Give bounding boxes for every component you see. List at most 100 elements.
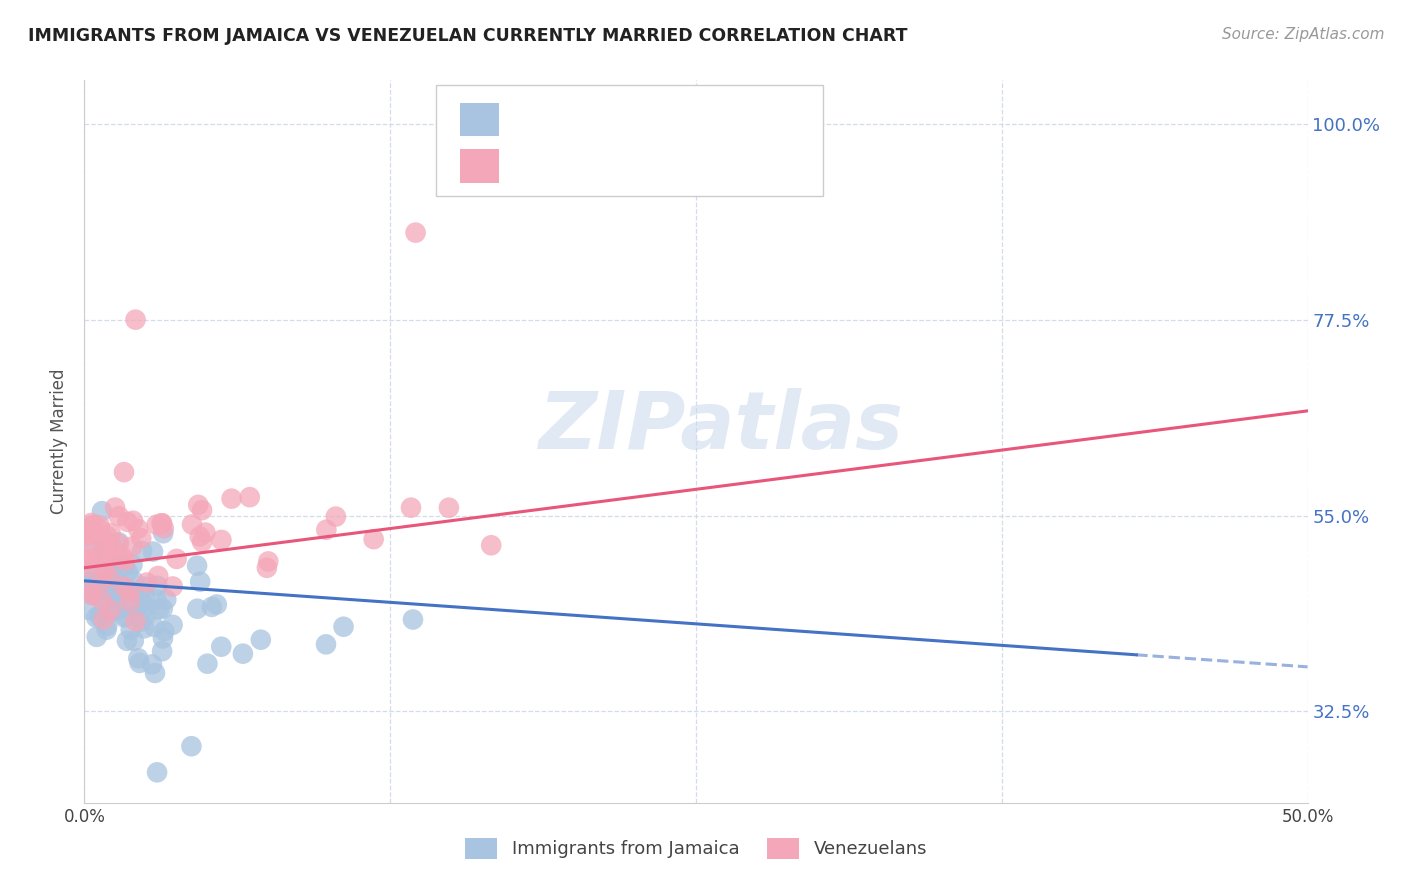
- Point: [209, 533, 232, 547]
- Point: [135, 608, 157, 623]
- Point: [98, 595, 121, 609]
- Point: [141, 657, 163, 672]
- Point: [114, 554, 136, 568]
- Point: [80, 588, 103, 602]
- Point: [107, 603, 129, 617]
- Point: [101, 541, 124, 555]
- Point: [79, 603, 101, 617]
- Text: ZIPatlas: ZIPatlas: [538, 388, 903, 467]
- Point: [82, 518, 104, 533]
- Point: [79, 584, 101, 599]
- Point: [363, 532, 385, 546]
- Point: [332, 620, 354, 634]
- Point: [437, 500, 460, 515]
- Text: 0.406: 0.406: [555, 155, 620, 173]
- Point: [93, 544, 115, 558]
- Point: [405, 226, 427, 240]
- Point: [152, 601, 174, 615]
- Point: [194, 525, 217, 540]
- Point: [77, 562, 100, 576]
- Point: [100, 583, 122, 598]
- Point: [146, 579, 169, 593]
- Point: [143, 665, 166, 680]
- Point: [98, 547, 121, 561]
- Point: [124, 615, 146, 629]
- Point: [131, 596, 153, 610]
- Point: [152, 526, 174, 541]
- Point: [153, 624, 176, 639]
- Point: [122, 633, 145, 648]
- Point: [77, 527, 100, 541]
- Point: [142, 544, 165, 558]
- Point: [239, 490, 262, 504]
- Point: [150, 516, 173, 531]
- Point: [209, 640, 232, 654]
- Point: [115, 633, 138, 648]
- Point: [82, 588, 104, 602]
- Point: [100, 526, 122, 541]
- Point: [96, 623, 118, 637]
- Point: [97, 569, 120, 583]
- Point: [84, 610, 107, 624]
- Point: [128, 656, 150, 670]
- Point: [186, 601, 208, 615]
- Point: [145, 517, 167, 532]
- Point: [197, 657, 219, 671]
- Point: [76, 522, 98, 536]
- Point: [80, 574, 103, 588]
- Point: [105, 591, 128, 605]
- Point: [166, 552, 188, 566]
- Point: [150, 644, 173, 658]
- Point: [118, 585, 141, 599]
- Point: [127, 651, 149, 665]
- Point: [104, 574, 127, 588]
- Point: [86, 575, 108, 590]
- Point: [80, 516, 103, 530]
- Point: [93, 534, 115, 549]
- Point: [96, 529, 118, 543]
- Point: [479, 538, 502, 552]
- Point: [125, 584, 148, 599]
- Point: [121, 558, 143, 572]
- Point: [155, 592, 177, 607]
- Point: [315, 637, 337, 651]
- Point: [250, 632, 273, 647]
- Point: [89, 607, 111, 622]
- Point: [77, 527, 100, 541]
- Point: [112, 579, 135, 593]
- Text: 93: 93: [682, 109, 703, 127]
- Point: [96, 591, 118, 606]
- Point: [112, 465, 135, 479]
- Point: [93, 612, 115, 626]
- Point: [107, 574, 129, 588]
- Point: [134, 580, 156, 594]
- Point: [97, 582, 120, 596]
- Point: [90, 545, 112, 559]
- Point: [107, 589, 129, 603]
- Point: [97, 558, 120, 572]
- Point: [117, 566, 139, 580]
- Text: R =: R =: [516, 155, 560, 173]
- Point: [191, 534, 214, 549]
- Point: [107, 537, 129, 551]
- Text: 70: 70: [682, 155, 703, 173]
- Point: [145, 592, 167, 607]
- Point: [115, 609, 138, 624]
- Point: [122, 574, 145, 588]
- Point: [108, 575, 131, 590]
- Point: [101, 605, 124, 619]
- Point: [162, 579, 184, 593]
- Text: Source: ZipAtlas.com: Source: ZipAtlas.com: [1222, 27, 1385, 42]
- Point: [232, 647, 254, 661]
- Point: [120, 603, 142, 617]
- Point: [188, 574, 211, 589]
- Point: [76, 551, 98, 566]
- Point: [148, 602, 170, 616]
- Point: [105, 574, 128, 588]
- Point: [186, 558, 208, 573]
- Point: [127, 522, 149, 536]
- Point: [84, 588, 107, 602]
- Point: [187, 498, 209, 512]
- Point: [96, 619, 118, 633]
- Point: [94, 533, 117, 548]
